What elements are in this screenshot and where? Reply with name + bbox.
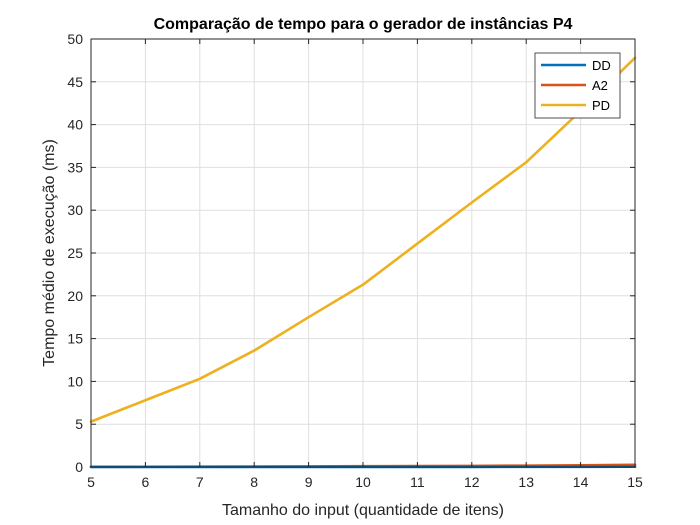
- grid: [91, 39, 635, 467]
- legend-label-a2: A2: [592, 78, 608, 93]
- y-tick-label: 45: [67, 74, 83, 90]
- y-tick-label: 30: [67, 202, 83, 218]
- series-line-pd: [89, 56, 637, 423]
- x-tick-label: 11: [410, 474, 425, 490]
- chart-title: Comparação de tempo para o gerador de in…: [154, 16, 573, 33]
- x-tick-label: 12: [464, 474, 480, 490]
- y-axis-label: Tempo médio de execução (ms): [41, 139, 58, 367]
- ticks: [90, 38, 636, 468]
- x-tick-label: 9: [305, 474, 313, 490]
- y-tick-label: 10: [67, 373, 83, 389]
- y-tick-label: 20: [67, 288, 83, 304]
- legend-label-dd: DD: [592, 58, 611, 73]
- x-tick-label: 7: [196, 474, 204, 490]
- x-tick-label: 8: [250, 474, 258, 490]
- y-tick-label: 40: [67, 117, 83, 133]
- y-tick-label: 50: [67, 31, 83, 47]
- y-tick-labels: 0 5 10 15 20 25 30 35 40 45 50: [67, 31, 83, 475]
- y-tick-label: 15: [67, 331, 83, 347]
- y-tick-label: 0: [75, 459, 83, 475]
- x-axis-label: Tamanho do input (quantidade de itens): [222, 502, 504, 519]
- x-tick-label: 10: [355, 474, 371, 490]
- y-tick-label: 5: [75, 416, 83, 432]
- y-tick-label: 25: [67, 245, 83, 261]
- x-tick-label: 14: [573, 474, 589, 490]
- legend-label-pd: PD: [592, 98, 610, 113]
- y-tick-label: 35: [67, 159, 83, 175]
- x-tick-label: 6: [142, 474, 150, 490]
- x-tick-label: 15: [627, 474, 643, 490]
- x-tick-label: 5: [87, 474, 95, 490]
- x-tick-label: 13: [518, 474, 534, 490]
- x-tick-labels: 5 6 7 8 9 10 11 12 13 14 15: [87, 474, 643, 490]
- legend: DD A2 PD: [534, 52, 621, 119]
